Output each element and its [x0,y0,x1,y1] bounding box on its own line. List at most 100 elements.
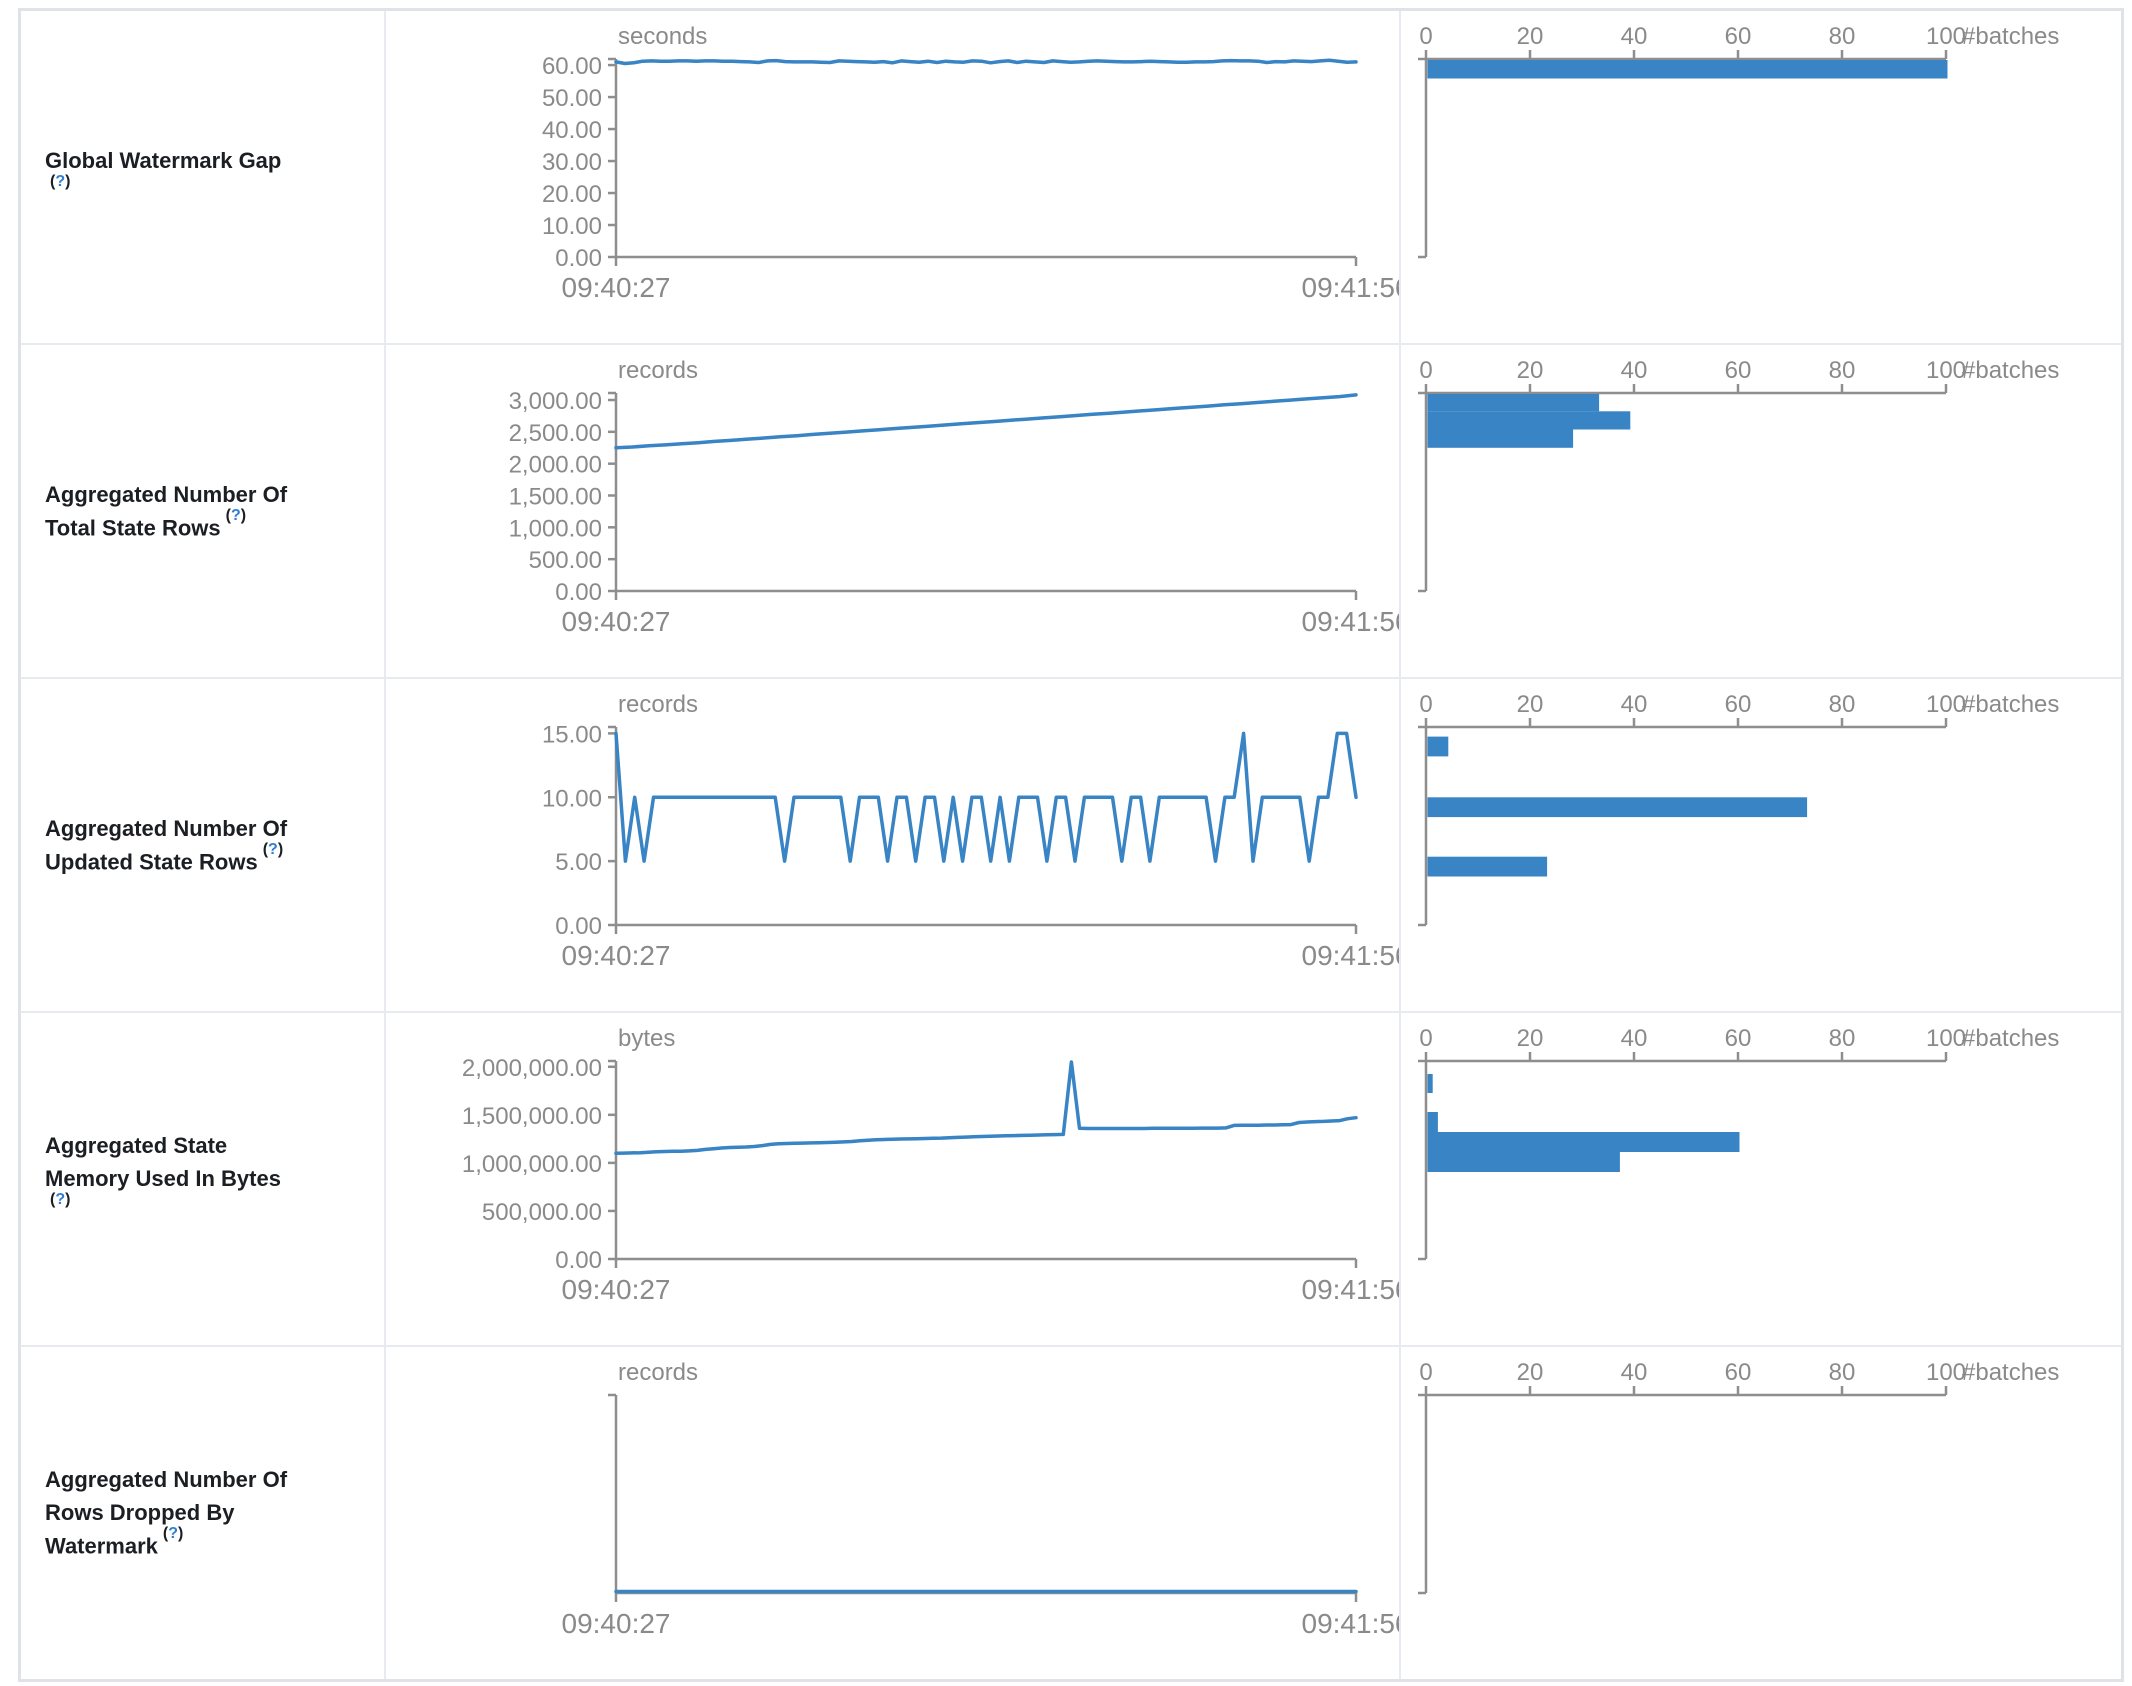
metric-label: Aggregated Number Of Rows Dropped By Water… [45,1463,287,1562]
histogram-chart: 0 20 40 60 80 100 #batches [1401,679,2121,1011]
y-tick-label: 3,000.00 [509,388,602,415]
timeline-series-line [614,1060,1358,1156]
histogram-bar [1427,429,1574,448]
histogram-bar [1427,1074,1433,1093]
help-tooltip: (?) [226,507,246,524]
histogram-bar [1427,797,1808,818]
y-tick-label: 20.00 [542,181,602,208]
y-tick-label: 10.00 [542,785,602,812]
metric-label-text: Global Watermark Gap [45,147,282,173]
y-tick-label: 1,500,000.00 [462,1103,602,1130]
timeline-chart: seconds 0.00 10.00 20.00 30.00 40.00 50.00 60.0… [386,11,1401,343]
timeline-chart: records 0.00 5.00 10.00 15.00 09:40:27 09:41:5… [386,679,1401,1011]
metric-label-cell: Aggregated State Memory Used In Bytes (?) [21,1013,386,1345]
batches-tick-label: 100 [1926,691,1966,718]
help-paren-open: ( [262,840,269,858]
batches-tick-label: 20 [1517,23,1544,50]
batches-tick-label: 0 [1419,357,1432,384]
metric-label-cell: Aggregated Number Of Total State Rows (?) [21,345,386,677]
x-end-time-label: 09:41:56 [1302,606,1400,637]
x-end-time-label: 09:41:56 [1302,1274,1400,1305]
timeline-series-line [614,58,1358,66]
help-paren-close: ) [277,840,284,858]
table-row: Aggregated Number Of Updated State Rows (?… [21,677,2121,1011]
metric-label-cell: Aggregated Number Of Updated State Rows (?… [21,679,386,1011]
metric-label-text: Aggregated State Memory Used In Bytes [45,1133,281,1192]
metric-label-cell: Aggregated Number Of Rows Dropped By Water… [21,1347,386,1679]
batches-tick-label: 60 [1725,23,1752,50]
table-row: Aggregated Number Of Total State Rows (?) … [21,343,2121,677]
histogram-svg: 0 20 40 60 80 100#batches [1418,23,2059,259]
timeline-svg: records 09:40:27 09:41:56 [562,1359,1400,1639]
batches-tick-label: 100 [1926,357,1966,384]
help-paren-close: ) [65,1191,71,1209]
timeline-chart: bytes 0.00 500,000.00 1,000,000.00 1,500,000… [386,1013,1401,1345]
y-tick-label: 0.00 [555,245,602,272]
histogram-chart: 0 20 40 60 80 100 #batches [1401,1347,2121,1679]
help-paren-open: ( [162,1525,169,1543]
batches-tick-label: 40 [1621,357,1648,384]
y-tick-label: 2,000,000.00 [462,1055,602,1082]
batches-tick-label: 40 [1621,1025,1648,1052]
metric-label: Aggregated State Memory Used In Bytes (?) [45,1129,281,1228]
x-start-time-label: 09:40:27 [562,1274,671,1305]
timeline-svg: records 0.00 5.00 10.00 15.00 09:40:27 09:41:5… [542,691,1400,971]
x-end-time-label: 09:41:56 [1302,940,1400,971]
help-paren-close: ) [178,1525,184,1543]
y-tick-label: 60.00 [542,53,602,80]
help-paren-open: ( [50,1191,56,1209]
help-question-link[interactable]: ? [168,1525,179,1543]
timeline-unit-label: records [618,1359,698,1386]
y-tick-label: 1,000.00 [509,515,602,542]
histogram-svg: 0 20 40 60 80 100#batches [1418,357,2059,593]
timeline-svg: bytes 0.00 500,000.00 1,000,000.00 1,500,000… [462,1025,1400,1305]
help-paren-open: ( [225,506,231,524]
histogram-svg: 0 20 40 60 80 100#batches [1418,691,2059,927]
batches-tick-label: 80 [1829,23,1856,50]
help-tooltip: (?) [163,1525,183,1542]
batches-tick-label: 80 [1829,357,1856,384]
histogram-chart: 0 20 40 60 80 100 #batches [1401,11,2121,343]
table-row: Aggregated State Memory Used In Bytes (?) … [21,1011,2121,1345]
timeline-unit-label: records [618,691,698,718]
histogram-chart: 0 20 40 60 80 100 #batches [1401,345,2121,677]
batches-tick-label: 80 [1829,691,1856,718]
y-tick-label: 1,000,000.00 [462,1151,602,1178]
batches-tick-label: 20 [1517,1359,1544,1386]
metric-label-text: Aggregated Number Of Total State Rows [45,481,288,541]
help-question-link[interactable]: ? [55,1191,66,1209]
batches-axis-label: #batches [1962,691,2059,718]
timeline-series-line [614,393,1358,450]
metric-label-text: Aggregated Number Of Updated State Rows [45,815,288,875]
metric-label-text: Aggregated Number Of Rows Dropped By Water… [45,1467,288,1559]
x-start-time-label: 09:40:27 [562,940,671,971]
help-question-link[interactable]: ? [55,172,66,190]
batches-tick-label: 40 [1621,1359,1648,1386]
help-paren-close: ) [65,172,71,190]
timeline-chart: records 0.00 500.00 1,000.00 1,500.00 2,000.0… [386,345,1401,677]
metric-label: Global Watermark Gap (?) [45,144,281,210]
batches-tick-label: 100 [1926,1359,1966,1386]
help-question-link[interactable]: ? [230,506,241,524]
histogram-bar [1427,1132,1740,1152]
y-tick-label: 5.00 [555,849,602,876]
batches-tick-label: 20 [1517,691,1544,718]
timeline-unit-label: bytes [618,1025,675,1052]
help-paren-open: ( [50,172,56,190]
x-end-time-label: 09:41:56 [1302,1608,1400,1639]
histogram-chart: 0 20 40 60 80 100 #batches [1401,1013,2121,1345]
y-tick-label: 15.00 [542,721,602,748]
batches-tick-label: 60 [1725,1025,1752,1052]
histogram-bar [1427,60,1948,79]
timeline-series-line [614,731,1358,863]
batches-tick-label: 0 [1419,691,1432,718]
batches-tick-label: 60 [1725,1359,1752,1386]
histogram-bar [1427,736,1449,757]
batches-tick-label: 0 [1419,1025,1432,1052]
help-tooltip: (?) [263,841,283,858]
help-question-link[interactable]: ? [268,840,278,858]
batches-axis-label: #batches [1962,357,2059,384]
y-tick-label: 1,500.00 [509,484,602,511]
batches-tick-label: 80 [1829,1025,1856,1052]
batches-tick-label: 100 [1926,23,1966,50]
